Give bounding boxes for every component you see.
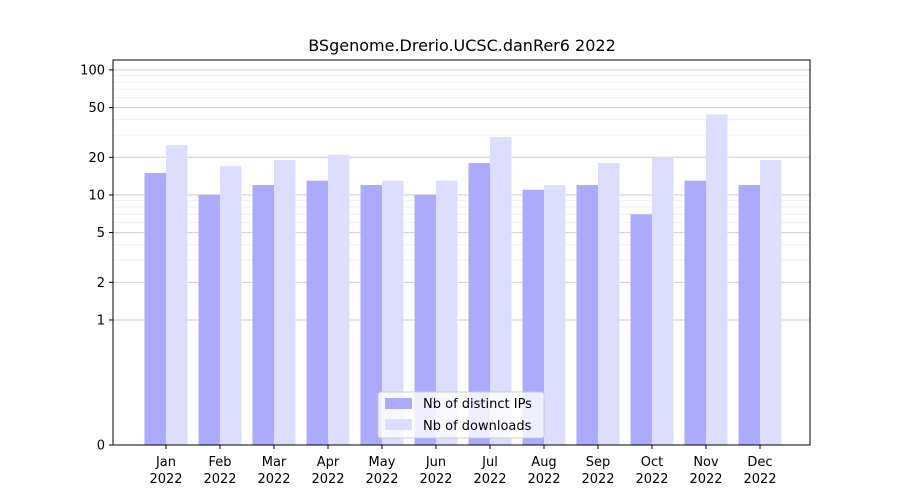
x-tick-label-month: Nov bbox=[693, 455, 719, 470]
x-tick-label-year: 2022 bbox=[365, 472, 398, 487]
bar-ips bbox=[414, 194, 436, 445]
bar-downloads bbox=[436, 180, 458, 445]
y-tick-label: 5 bbox=[97, 226, 105, 241]
x-tick-label-year: 2022 bbox=[689, 472, 722, 487]
bar-downloads bbox=[760, 160, 782, 445]
bar-downloads bbox=[220, 166, 242, 445]
bar-ips bbox=[306, 180, 328, 445]
bar-ips bbox=[684, 180, 706, 445]
x-tick-label-year: 2022 bbox=[257, 472, 290, 487]
x-tick-label-month: Jan bbox=[155, 455, 176, 470]
x-tick-label-month: Jun bbox=[425, 455, 446, 470]
legend-swatch-downloads bbox=[385, 419, 412, 430]
chart-title: BSgenome.Drerio.UCSC.danRer6 2022 bbox=[308, 36, 616, 55]
x-tick-label-month: Feb bbox=[208, 455, 231, 470]
bar-ips bbox=[144, 172, 166, 445]
plot-frame bbox=[112, 59, 811, 446]
x-axis: Jan 2022 Feb 2022 Mar 2022 Apr 2022 May 2022 Jun 20… bbox=[149, 445, 777, 487]
x-tick-label-year: 2022 bbox=[635, 472, 668, 487]
bar-downloads bbox=[490, 137, 512, 445]
bar-ips bbox=[522, 189, 544, 445]
y-tick-label: 10 bbox=[88, 188, 105, 203]
legend-label-downloads: Nb of downloads bbox=[423, 419, 532, 434]
y-tick-label: 1 bbox=[97, 313, 105, 328]
x-tick-label-month: Jul bbox=[481, 455, 498, 470]
x-tick-label-month: Dec bbox=[747, 455, 772, 470]
x-tick-label-year: 2022 bbox=[473, 472, 506, 487]
x-tick-label-month: Apr bbox=[317, 455, 340, 470]
y-tick-label: 100 bbox=[80, 63, 105, 78]
bar-downloads bbox=[166, 145, 188, 445]
bar-downloads bbox=[652, 157, 674, 445]
bar-downloads bbox=[544, 185, 566, 445]
bars bbox=[144, 114, 782, 446]
bar-ips bbox=[360, 185, 382, 445]
x-tick-label-year: 2022 bbox=[527, 472, 560, 487]
x-tick-label-month: Mar bbox=[262, 455, 287, 470]
legend-swatch-ips bbox=[385, 398, 412, 409]
x-tick-label-year: 2022 bbox=[419, 472, 452, 487]
bar-downloads bbox=[598, 163, 620, 445]
legend-box bbox=[377, 391, 545, 439]
y-tick-label: 0 bbox=[97, 439, 105, 454]
y-tick-label: 50 bbox=[88, 101, 105, 116]
legend: Nb of distinct IPs Nb of downloads bbox=[377, 391, 545, 439]
x-tick-label-month: Sep bbox=[586, 455, 611, 470]
bar-downloads bbox=[328, 154, 350, 446]
bar-ips bbox=[468, 163, 490, 445]
x-tick-label-year: 2022 bbox=[743, 472, 776, 487]
bar-downloads bbox=[382, 180, 404, 445]
bar-ips bbox=[738, 185, 760, 445]
bar-ips bbox=[198, 194, 220, 445]
bar-downloads bbox=[274, 160, 296, 445]
x-tick-label-year: 2022 bbox=[311, 472, 344, 487]
x-tick-label-month: Oct bbox=[641, 455, 663, 470]
x-tick-label-month: Aug bbox=[531, 455, 556, 470]
x-tick-label-month: May bbox=[369, 455, 396, 470]
bar-ips bbox=[576, 185, 598, 445]
y-axis: 0 1 2 5 10 20 50 100 bbox=[80, 63, 113, 454]
y-tick-label: 2 bbox=[97, 276, 105, 291]
x-tick-label-year: 2022 bbox=[581, 472, 614, 487]
bar-ips bbox=[630, 214, 652, 445]
legend-label-ips: Nb of distinct IPs bbox=[423, 397, 532, 412]
y-tick-label: 20 bbox=[88, 151, 105, 166]
x-tick-label-year: 2022 bbox=[203, 472, 236, 487]
bar-ips bbox=[252, 185, 274, 445]
x-tick-label-year: 2022 bbox=[149, 472, 182, 487]
bar-downloads bbox=[706, 114, 728, 445]
